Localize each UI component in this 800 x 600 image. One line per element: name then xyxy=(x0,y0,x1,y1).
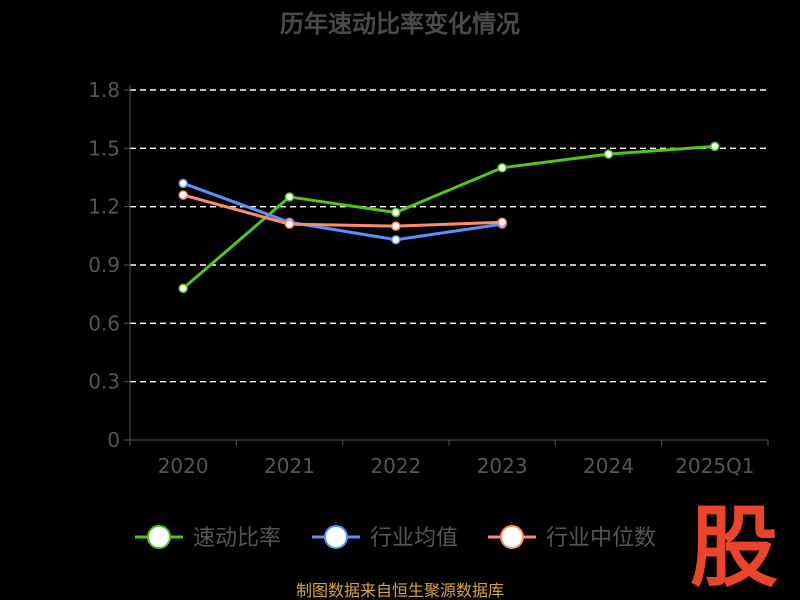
series-group xyxy=(178,141,720,294)
data-point xyxy=(284,219,295,229)
y-tick-label: 1.8 xyxy=(88,78,120,102)
y-tick-label: 0.3 xyxy=(88,370,120,394)
data-point xyxy=(391,221,401,231)
legend-label: 速动比率 xyxy=(193,526,281,551)
y-tick-label: 1.5 xyxy=(88,136,120,160)
series-2 xyxy=(178,190,507,231)
series-line xyxy=(182,144,715,290)
data-point xyxy=(178,178,188,189)
legend-label: 行业均值 xyxy=(370,526,458,551)
data-point xyxy=(178,190,188,200)
legend-marker xyxy=(500,525,524,549)
data-point xyxy=(603,149,614,159)
grid xyxy=(130,89,768,383)
x-tick-label: 2023 xyxy=(477,454,528,478)
series-line xyxy=(182,181,503,242)
logo-glyph: 股 xyxy=(690,496,778,599)
data-point xyxy=(391,207,401,218)
axes: 0 0.3 0.6 0.9 1.2 1.5 1.8 2020 2021 2022 2023 2024 2… xyxy=(88,78,769,478)
legend-item: 行业均值 xyxy=(312,525,458,551)
legend-label: 行业中位数 xyxy=(546,526,656,551)
x-tick-label: 2024 xyxy=(583,454,634,478)
data-point xyxy=(497,163,507,173)
y-tick-label: 0.6 xyxy=(88,311,120,335)
series-0 xyxy=(178,141,720,294)
legend-item: 行业中位数 xyxy=(488,525,656,551)
series-1 xyxy=(178,178,507,245)
legend-marker xyxy=(324,525,348,549)
legend-marker xyxy=(147,525,171,549)
legend: 速动比率 行业均值 行业中位数 xyxy=(135,525,656,551)
chart-title: 历年速动比率变化情况 xyxy=(280,10,520,38)
y-tick-label: 0 xyxy=(107,428,120,452)
x-tick-label: 2025Q1 xyxy=(675,454,754,478)
data-point xyxy=(391,234,401,245)
data-point xyxy=(497,217,507,227)
y-tick-label: 0.9 xyxy=(88,253,120,277)
x-tick-label: 2020 xyxy=(158,454,209,478)
data-point xyxy=(178,283,188,294)
source-text: 制图数据来自恒生聚源数据库 xyxy=(296,581,504,600)
y-tick-label: 1.2 xyxy=(88,195,120,219)
legend-item: 速动比率 xyxy=(135,525,281,551)
data-point xyxy=(710,141,720,152)
x-tick-label: 2021 xyxy=(264,454,315,478)
data-point xyxy=(284,192,295,202)
series-line xyxy=(182,193,503,228)
x-tick-label: 2022 xyxy=(370,454,421,478)
